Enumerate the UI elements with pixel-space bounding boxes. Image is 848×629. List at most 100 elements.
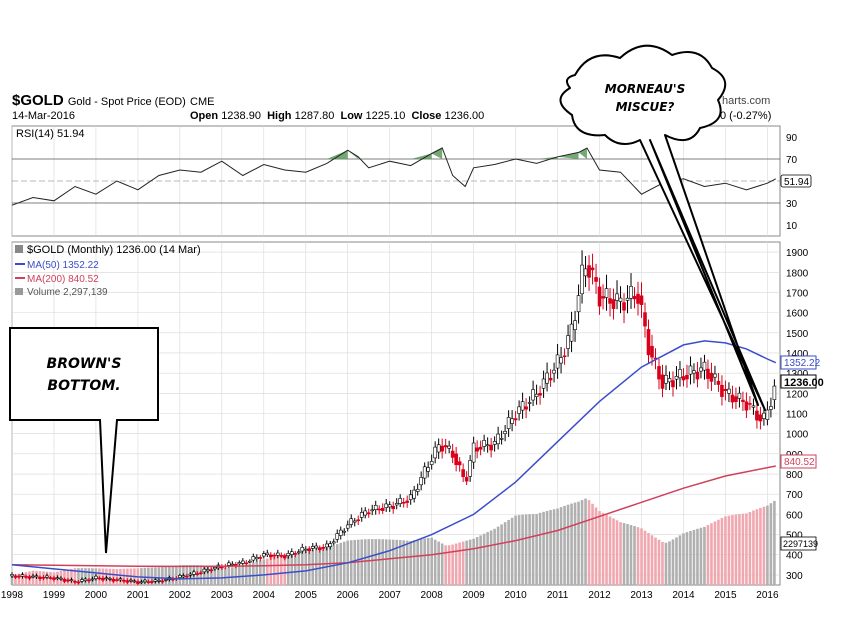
price-legend: $GOLD (Monthly) 1236.00 (14 Mar) MA(50) … xyxy=(15,244,201,298)
volume-bar xyxy=(535,513,538,585)
price-candle xyxy=(143,579,147,583)
volume-bar xyxy=(528,514,531,585)
volume-bar xyxy=(311,550,315,585)
rsi-y-tick-label: 30 xyxy=(786,199,798,210)
price-candle xyxy=(272,554,277,557)
price-candle xyxy=(237,562,242,565)
price-candle xyxy=(45,575,49,578)
price-y-tick-label: 300 xyxy=(786,571,803,582)
volume-bar xyxy=(472,538,475,585)
price-y-tick-label: 400 xyxy=(786,551,803,562)
price-candle xyxy=(562,355,567,358)
x-tick-label: 1999 xyxy=(43,590,66,601)
price-candle xyxy=(213,567,217,570)
volume-bar xyxy=(73,568,77,585)
volume-bar xyxy=(283,554,287,585)
volume-bar xyxy=(80,568,84,585)
price-candle xyxy=(769,406,773,410)
price-candle xyxy=(352,520,357,523)
price-candle xyxy=(741,399,745,402)
volume-bar xyxy=(769,503,773,585)
price-candle xyxy=(660,374,665,389)
volume-bar xyxy=(297,552,301,585)
volume-bar xyxy=(224,567,227,585)
volume-bar xyxy=(696,528,699,585)
volume-bar xyxy=(157,567,161,585)
volume-legend: Volume 2,297,139 xyxy=(27,287,108,298)
x-tick-label: 2001 xyxy=(127,590,150,601)
price-candle xyxy=(699,367,703,372)
price-candle xyxy=(108,578,112,580)
x-tick-label: 2002 xyxy=(169,590,192,601)
volume-bar xyxy=(647,532,650,585)
volume-bar xyxy=(14,574,17,585)
volume-bar xyxy=(77,568,80,585)
volume-bar xyxy=(570,503,573,585)
price-candle xyxy=(391,506,396,510)
price-candle xyxy=(569,323,574,342)
price-candle xyxy=(566,335,570,349)
price-y-tick-label: 1600 xyxy=(786,309,809,320)
volume-bar xyxy=(682,533,685,585)
volume-bar xyxy=(272,556,276,585)
price-candle xyxy=(601,296,605,299)
price-candle xyxy=(13,575,18,578)
volume-bar xyxy=(150,567,154,585)
volume-bar xyxy=(475,537,479,585)
price-candle xyxy=(359,512,364,518)
volume-bar xyxy=(703,526,706,585)
volume-bar xyxy=(717,519,720,585)
price-candle xyxy=(27,576,32,579)
x-axis-ticks: 1998 1999 2000 2001 2002 2003 2004 2005 2006 2007… xyxy=(1,590,779,601)
volume-bar xyxy=(171,565,175,585)
price-y-tick-label: 1200 xyxy=(786,389,809,400)
volume-bar xyxy=(210,566,213,585)
volume-bar xyxy=(154,567,157,585)
price-candle xyxy=(555,354,560,369)
price-candle xyxy=(115,579,119,581)
price-candle xyxy=(685,374,689,380)
volume-bar xyxy=(678,535,682,585)
price-candle xyxy=(499,438,504,440)
price-candle xyxy=(373,504,378,510)
price-candle xyxy=(139,581,144,584)
price-candle xyxy=(485,444,490,447)
price-candle xyxy=(24,576,28,578)
volume-bar xyxy=(444,545,447,585)
price-candle xyxy=(464,477,469,482)
price-candle xyxy=(594,277,598,282)
volume-bar xyxy=(748,511,752,585)
price-candle xyxy=(366,512,371,515)
price-candle xyxy=(643,312,647,327)
volume-bar xyxy=(21,572,24,585)
volume-bar xyxy=(161,566,164,585)
volume-bar xyxy=(318,548,322,585)
volume-bar xyxy=(773,500,776,585)
rsi-overbought-fill xyxy=(326,148,600,159)
callout-morneaus-miscue: MORNEAU'S MISCUE? xyxy=(559,44,766,411)
rsi-last-badge: 51.94 xyxy=(780,174,812,188)
volume-bar xyxy=(552,509,556,585)
volume-bar xyxy=(119,568,122,585)
price-candle xyxy=(573,320,577,330)
rsi-y-tick-label: 90 xyxy=(786,133,798,144)
price-candle xyxy=(475,447,479,452)
open-value: 1238.90 xyxy=(221,110,261,122)
volume-bar xyxy=(657,539,661,585)
ma50-badge-value: 1352.22 xyxy=(784,358,821,369)
close-label: Close xyxy=(411,110,442,122)
price-y-ticks: 3004005006007008009001000110012001300140… xyxy=(786,248,809,582)
price-candle xyxy=(34,575,39,578)
price-candle xyxy=(188,573,193,576)
price-title: $GOLD (Monthly) 1236.00 (14 Mar) xyxy=(27,244,201,256)
price-candle xyxy=(723,388,728,391)
price-candle xyxy=(38,576,42,580)
price-candle xyxy=(531,389,535,401)
price-candle xyxy=(178,575,182,578)
volume-bar xyxy=(300,551,304,585)
ticker-symbol: $GOLD Gold - Spot Price (EOD) CME xyxy=(12,92,214,109)
price-y-tick-label: 1500 xyxy=(786,329,809,340)
price-candle xyxy=(713,373,717,378)
volume-bar xyxy=(692,529,696,585)
volume-bar xyxy=(661,541,664,585)
